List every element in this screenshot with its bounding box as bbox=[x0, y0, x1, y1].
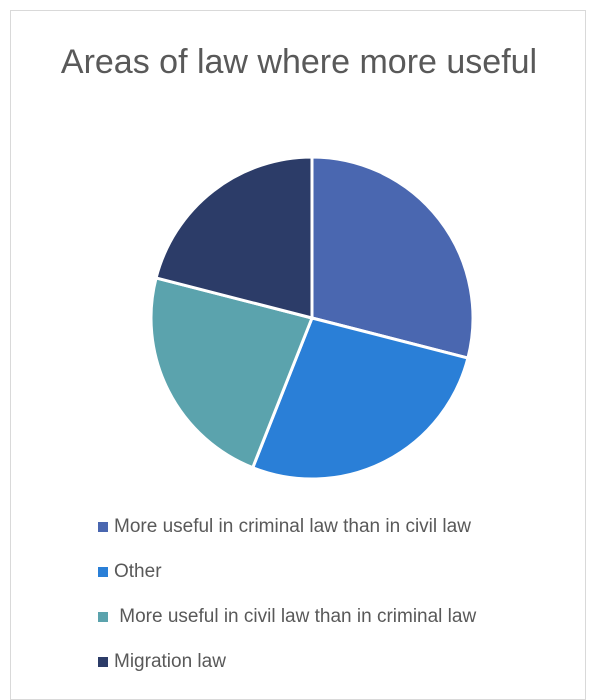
legend-item-2: More useful in civil law than in crimina… bbox=[98, 605, 476, 628]
pie-slice-1 bbox=[250, 316, 470, 481]
legend-label-2: More useful in civil law than in crimina… bbox=[114, 605, 477, 627]
legend-swatch-0 bbox=[98, 521, 108, 532]
legend-item-3: Migration law bbox=[98, 650, 476, 673]
legend-item-1: Other bbox=[98, 560, 476, 583]
legend-swatch-1 bbox=[98, 566, 108, 577]
pie-slice-3 bbox=[154, 155, 314, 320]
legend-swatch-3 bbox=[98, 656, 108, 667]
legend: More useful in criminal law than in civi… bbox=[98, 515, 476, 695]
legend-swatch-2 bbox=[98, 611, 108, 622]
legend-label-0: More useful in criminal law than in civi… bbox=[114, 515, 471, 537]
legend-item-0: More useful in criminal law than in civi… bbox=[98, 515, 476, 538]
pie-slice-2 bbox=[149, 276, 315, 470]
legend-label-3: Migration law bbox=[114, 650, 226, 672]
pie-slice-0 bbox=[310, 155, 475, 360]
chart-title: Areas of law where more useful bbox=[60, 43, 538, 81]
legend-label-1: Other bbox=[114, 560, 162, 582]
